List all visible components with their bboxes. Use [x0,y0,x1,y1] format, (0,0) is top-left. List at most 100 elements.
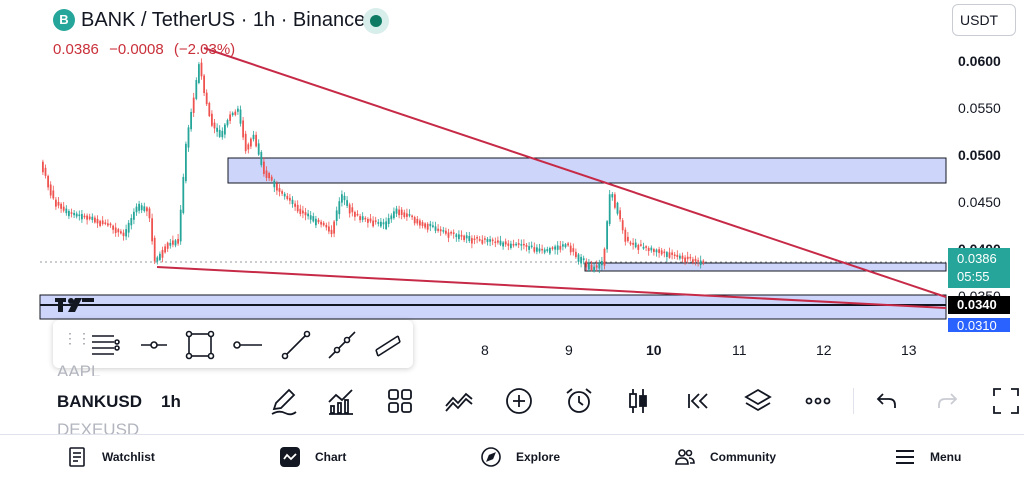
candle-body [679,255,681,259]
candle-body [216,127,218,132]
candle-body [608,194,611,224]
zone-level-tag: 0.0310 [948,318,1010,332]
watchlist-icon [69,446,85,467]
undo-icon[interactable] [870,384,904,418]
layers-icon[interactable] [741,384,775,418]
nav-chart[interactable]: Chart [279,435,346,477]
candle-body [413,217,416,224]
candle-body [569,245,572,253]
trendline-upper [203,47,947,298]
candle-body [460,234,463,237]
candle-body [593,266,595,272]
nav-menu[interactable]: Menu [894,435,961,477]
candle-body [504,241,507,245]
drag-handle-icon[interactable]: ⋮⋮ [63,330,91,346]
candle-body [278,188,281,192]
ray-icon[interactable] [231,328,265,362]
candle-body [642,246,645,249]
candle-body [369,218,372,222]
candle-body [515,243,517,246]
candle-body [551,247,554,249]
indicators-icon[interactable] [324,384,358,418]
candle-body [148,208,151,219]
pen-icon[interactable] [267,384,301,418]
candle-body [437,228,439,231]
time-axis-label: 10 [646,342,662,358]
trend-line-icon[interactable] [279,328,313,362]
candle-body [681,255,684,259]
tradingview-logo [55,298,94,312]
candle-body [434,226,437,231]
candle-body [385,221,387,230]
candle-body [229,114,231,121]
candle-body [601,260,603,266]
grid-icon[interactable] [383,384,417,418]
candle-body [403,212,406,217]
support-line-tag: 0.0340 [948,296,1010,314]
candle-body [468,236,471,241]
candle-body [486,238,489,243]
more-icon[interactable] [801,384,835,418]
candle-body [343,195,346,201]
symbol-prev[interactable]: AAPL [57,362,101,376]
candle-body [320,221,322,225]
candle-body [317,219,320,223]
rewind-icon[interactable] [681,384,715,418]
candle-body [159,253,161,260]
market-status-icon[interactable] [363,8,389,34]
nav-community[interactable]: Community [674,435,776,477]
symbol-title[interactable]: BANK / TetherUS · 1h · Binance [81,9,366,31]
nav-watchlist[interactable]: Watchlist [66,435,155,477]
candle-body [268,173,270,179]
candle-body [502,242,504,247]
candle-body [299,208,302,214]
chart-icon [280,446,300,467]
candle-body [590,264,593,271]
candle-body [322,222,325,226]
candle-body [653,249,655,252]
candle-body [445,230,447,234]
plus-circle-icon[interactable] [502,384,536,418]
candle-body [692,259,694,263]
candles-icon[interactable] [621,384,655,418]
candle-body [424,223,426,228]
candle-body [660,250,663,255]
candle-body [307,213,309,217]
candle-body [325,224,328,228]
candle-body [387,218,390,224]
candle-body [109,223,112,226]
candle-body [676,254,679,258]
line-point-icon[interactable] [137,328,171,362]
candle-body [94,217,96,223]
candle-body [447,232,450,238]
candle-body [213,122,216,129]
current-price-tag: 0.0386 05:55 [948,248,1010,288]
fullscreen-icon[interactable] [989,384,1023,418]
candle-body [374,220,377,222]
redo-icon[interactable] [930,384,964,418]
candle-body [52,190,55,199]
compare-icon[interactable] [442,384,476,418]
candle-body [673,254,676,257]
extended-line-icon[interactable] [325,328,359,362]
lines-stack-icon[interactable] [88,328,122,362]
candle-body [621,220,624,231]
symbol-next[interactable]: DEXEUSD [57,420,140,434]
alarm-clock-icon[interactable] [562,384,596,418]
nav-explore[interactable]: Explore [480,435,560,477]
candle-body [328,226,330,232]
candle-body [564,244,567,248]
channel-icon[interactable] [371,328,405,362]
candle-body [270,176,273,181]
currency-selector[interactable]: USDT [952,4,1016,36]
candle-body [616,202,619,214]
price-chart[interactable] [0,0,1024,380]
candle-body [356,213,359,216]
rectangle-icon[interactable] [183,328,217,362]
candle-body [260,152,263,166]
symbol-active[interactable]: BANKUSD [57,392,142,411]
interval-selector[interactable]: 1h [161,392,181,411]
candle-body [312,216,315,222]
candle-body [151,218,153,242]
